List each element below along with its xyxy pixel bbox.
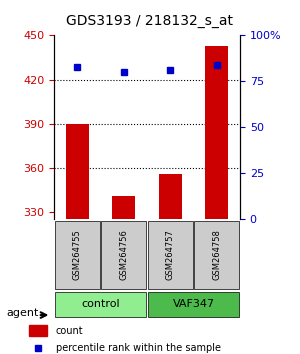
Bar — [112, 196, 135, 219]
FancyBboxPatch shape — [148, 292, 239, 317]
Text: GSM264756: GSM264756 — [119, 229, 128, 280]
FancyBboxPatch shape — [194, 221, 239, 289]
Text: GDS3193 / 218132_s_at: GDS3193 / 218132_s_at — [67, 14, 233, 28]
Text: GSM264758: GSM264758 — [212, 229, 221, 280]
Text: agent: agent — [6, 308, 38, 318]
FancyBboxPatch shape — [55, 221, 100, 289]
Bar — [205, 46, 228, 219]
Bar — [159, 174, 182, 219]
FancyBboxPatch shape — [55, 292, 146, 317]
Text: GSM264755: GSM264755 — [73, 229, 82, 280]
Text: VAF347: VAF347 — [172, 299, 214, 309]
Text: GSM264757: GSM264757 — [166, 229, 175, 280]
FancyBboxPatch shape — [148, 221, 193, 289]
Bar — [28, 325, 47, 336]
Text: control: control — [81, 299, 120, 309]
Text: count: count — [56, 326, 83, 336]
FancyBboxPatch shape — [101, 221, 146, 289]
Bar — [66, 124, 89, 219]
Text: percentile rank within the sample: percentile rank within the sample — [56, 343, 220, 353]
